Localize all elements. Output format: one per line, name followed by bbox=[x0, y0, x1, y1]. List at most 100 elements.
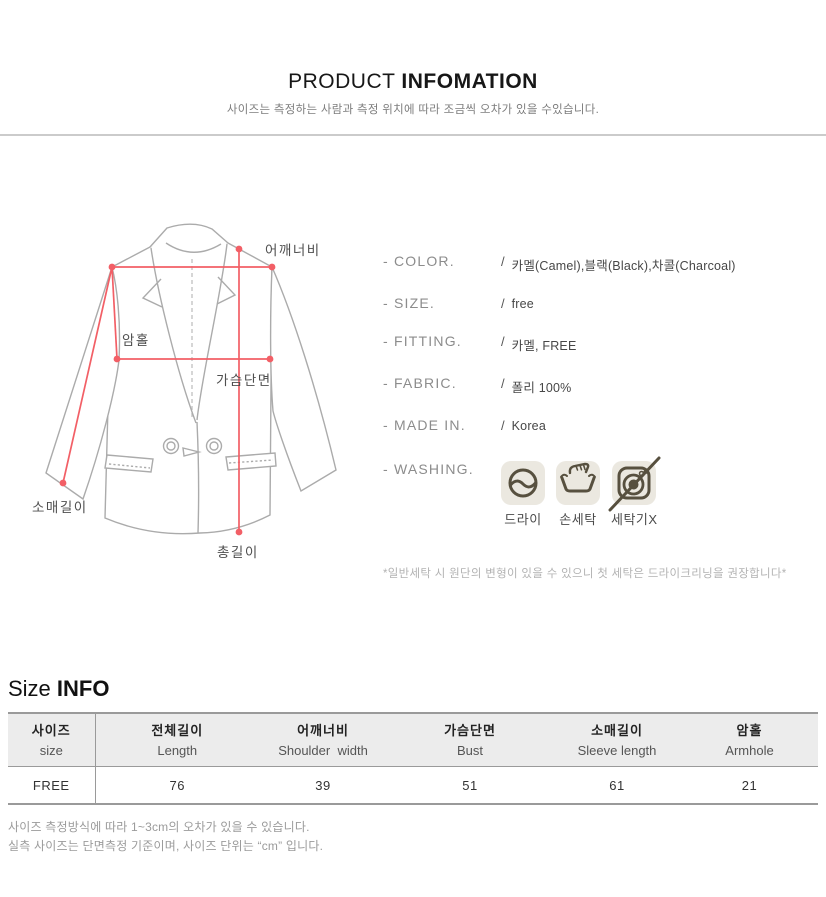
col-header-ko: 어깨너비 bbox=[297, 723, 349, 738]
col-header-length: 전체길이 Length bbox=[95, 713, 259, 767]
measure-dot bbox=[235, 245, 243, 253]
jacket-measurement-diagram: 어깨너비 암홀 가슴단면 소매길이 총길이 bbox=[32, 223, 337, 560]
total-length-label: 총길이 bbox=[217, 545, 259, 560]
sleeve-length-label: 소매길이 bbox=[32, 500, 88, 515]
wash-caption-hand: 손세탁 bbox=[559, 512, 597, 527]
page-title: PRODUCT INFOMATION bbox=[0, 70, 826, 94]
detail-row-fitting: - FITTING. / 카멜, FREE bbox=[383, 333, 577, 354]
washing-note: *일반세탁 시 원단의 변형이 있을 수 있으니 첫 세탁은 드라이크리닝을 권… bbox=[383, 568, 787, 580]
measure-dot bbox=[235, 528, 243, 536]
shoulder-width-label: 어깨너비 bbox=[265, 243, 321, 258]
detail-label-fitting: - FITTING. bbox=[383, 333, 462, 349]
col-header-shoulder: 어깨너비 Shoulder width bbox=[259, 713, 387, 767]
dry-clean-icon bbox=[501, 461, 545, 505]
detail-value-size: free bbox=[511, 297, 534, 311]
detail-row-washing: - WASHING. 드라이 bbox=[383, 456, 661, 528]
front-seam bbox=[196, 421, 200, 534]
slash-separator: / bbox=[501, 418, 505, 433]
size-notes: 사이즈 측정방식에 따라 1~3cm의 오차가 있을 수 있습니다. 실측 사이… bbox=[8, 818, 818, 856]
col-header-en: Shoulder width bbox=[278, 743, 368, 758]
no-machine-wash-icon bbox=[608, 456, 661, 512]
detail-row-size: - SIZE. / free bbox=[383, 295, 534, 311]
size-title-bold: INFO bbox=[56, 676, 110, 701]
detail-label-fabric: - FABRIC. bbox=[383, 375, 457, 391]
jacket-right-sleeve bbox=[269, 266, 337, 493]
col-header-bust: 가슴단면 Bust bbox=[387, 713, 553, 767]
sleeve-measure-line bbox=[62, 266, 113, 484]
header-divider bbox=[0, 134, 826, 136]
col-header-en: Length bbox=[157, 743, 198, 758]
wash-caption-dry: 드라이 bbox=[504, 512, 542, 527]
col-header-sleeve: 소매길이 Sleeve length bbox=[553, 713, 681, 767]
measure-dot bbox=[59, 479, 67, 487]
size-info-title: Size INFO bbox=[8, 676, 818, 702]
cell-bust: 51 bbox=[462, 777, 478, 793]
col-header-ko: 암홀 bbox=[736, 723, 763, 738]
col-header-ko: 전체길이 bbox=[151, 723, 204, 738]
col-header-en: Sleeve length bbox=[577, 743, 657, 758]
cell-sleeve: 61 bbox=[609, 777, 625, 793]
slash-separator: / bbox=[501, 334, 505, 349]
jacket-left-sleeve bbox=[45, 264, 121, 501]
right-button-inner bbox=[209, 441, 219, 451]
detail-label-size: - SIZE. bbox=[383, 295, 435, 311]
size-table-data-row: FREE 76 39 51 61 21 bbox=[8, 766, 818, 804]
left-button-inner bbox=[166, 441, 176, 451]
washing-item-dry: 드라이 bbox=[501, 461, 545, 528]
page-title-bold: INFOMATION bbox=[401, 70, 538, 93]
armhole-measure-line bbox=[111, 266, 118, 360]
col-header-en: size bbox=[39, 743, 63, 758]
size-table: 사이즈 size 전체길이 Length 어깨너비 Shoulder width 가슴… bbox=[8, 712, 818, 805]
slash-separator: / bbox=[501, 376, 505, 391]
cell-length: 76 bbox=[169, 777, 185, 793]
detail-value-color: 카멜(Camel),블랙(Black),차콜(Charcoal) bbox=[511, 259, 736, 273]
detail-label-washing: - WASHING. bbox=[383, 461, 474, 477]
washing-icons: 드라이 손세탁 bbox=[501, 456, 661, 528]
detail-label-color: - COLOR. bbox=[383, 253, 455, 269]
col-header-en: Armhole bbox=[725, 743, 774, 758]
jacket-collar bbox=[149, 223, 229, 248]
right-lapel-edge bbox=[196, 243, 228, 421]
page-header: PRODUCT INFOMATION 사이즈는 측정하는 사람과 측정 위치에 … bbox=[0, 70, 826, 117]
col-header-armhole: 암홀 Armhole bbox=[681, 713, 818, 767]
left-lapel-notch bbox=[141, 278, 163, 308]
col-header-size: 사이즈 size bbox=[8, 713, 96, 767]
cell-armhole: 21 bbox=[741, 777, 758, 793]
wash-caption-machine: 세탁기X bbox=[611, 512, 658, 527]
measure-dot bbox=[268, 263, 276, 271]
size-title-regular: Size bbox=[8, 676, 57, 701]
jacket-neckline bbox=[165, 242, 222, 253]
col-header-ko: 가슴단면 bbox=[444, 723, 496, 738]
detail-label-madein: - MADE IN. bbox=[383, 417, 466, 433]
buttonhole-dart bbox=[182, 447, 202, 457]
detail-row-fabric: - FABRIC. / 폴리 100% bbox=[383, 375, 571, 396]
size-table-header-row: 사이즈 size 전체길이 Length 어깨너비 Shoulder width 가슴… bbox=[8, 713, 818, 767]
col-header-en: Bust bbox=[456, 743, 483, 758]
detail-value-fabric: 폴리 100% bbox=[511, 381, 572, 395]
detail-value-fitting: 카멜, FREE bbox=[511, 339, 577, 353]
size-note-line2: 실측 사이즈는 단면측정 기준이며, 사이즈 단위는 “cm” 입니다. bbox=[8, 839, 324, 853]
right-lapel-notch bbox=[216, 276, 237, 305]
col-header-ko: 소매길이 bbox=[591, 723, 643, 738]
measure-dot bbox=[108, 263, 116, 271]
size-note-line1: 사이즈 측정방식에 따라 1~3cm의 오차가 있을 수 있습니다. bbox=[8, 820, 310, 834]
washing-item-machine: 세탁기X bbox=[608, 456, 661, 528]
bust-label: 가슴단면 bbox=[216, 373, 272, 388]
hand-wash-icon bbox=[556, 461, 600, 505]
page-title-regular: PRODUCT bbox=[288, 70, 402, 93]
slash-separator: / bbox=[501, 254, 505, 269]
cell-shoulder: 39 bbox=[315, 777, 331, 793]
right-pocket-stitch bbox=[228, 459, 274, 464]
page-subtitle: 사이즈는 측정하는 사람과 측정 위치에 따라 조금씩 오차가 있을 수있습니다… bbox=[226, 104, 600, 116]
measure-dot bbox=[266, 355, 274, 363]
detail-value-madein: Korea bbox=[511, 419, 546, 433]
cell-size: FREE bbox=[8, 766, 96, 804]
left-button bbox=[162, 437, 180, 455]
washing-item-hand: 손세탁 bbox=[556, 461, 600, 528]
detail-row-madein: - MADE IN. / Korea bbox=[383, 417, 546, 433]
size-info-section: Size INFO 사이즈 size 전체길이 Length 어깨너비 Shoulde… bbox=[8, 676, 818, 856]
col-header-ko: 사이즈 bbox=[31, 723, 71, 738]
right-button bbox=[205, 437, 223, 455]
measure-dot bbox=[113, 355, 121, 363]
